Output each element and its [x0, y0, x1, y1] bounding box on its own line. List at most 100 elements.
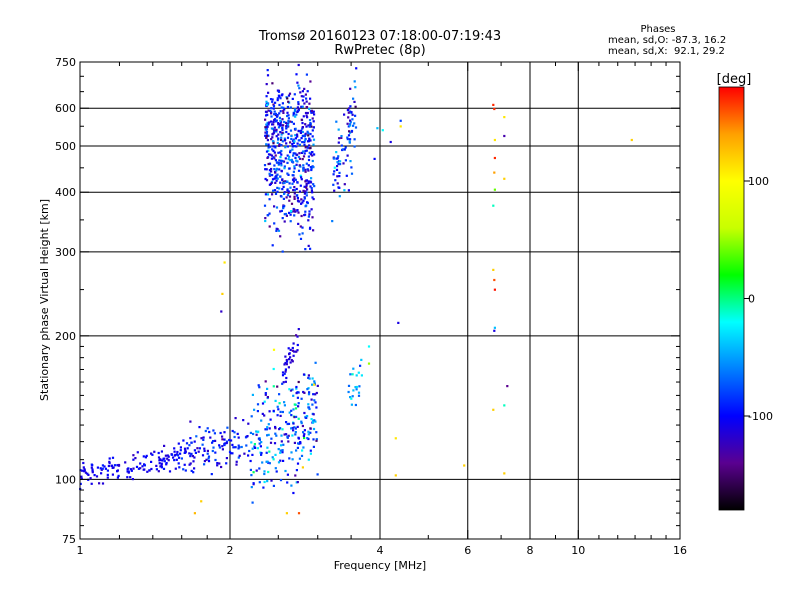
- data-point: [300, 198, 303, 201]
- data-points: [79, 63, 633, 515]
- data-point: [286, 161, 289, 164]
- data-point: [304, 123, 307, 126]
- data-point: [352, 367, 355, 370]
- data-point: [287, 173, 290, 176]
- data-point: [272, 367, 275, 371]
- data-point: [297, 169, 301, 172]
- data-point: [295, 113, 298, 116]
- data-point: [225, 462, 228, 465]
- data-point: [303, 433, 306, 436]
- data-point: [301, 141, 304, 144]
- data-point: [131, 478, 134, 481]
- data-point: [291, 349, 294, 352]
- data-point: [337, 128, 340, 131]
- data-point: [274, 101, 277, 104]
- data-point: [293, 208, 296, 211]
- data-point: [355, 67, 358, 70]
- data-point: [297, 417, 300, 420]
- chart-title-line2: RwPretec (8p): [334, 43, 425, 58]
- data-point: [271, 148, 274, 151]
- data-point: [294, 210, 297, 213]
- data-point: [337, 162, 340, 166]
- data-point: [287, 190, 290, 193]
- data-point: [267, 153, 271, 156]
- data-point: [305, 149, 308, 152]
- data-point: [271, 140, 275, 143]
- data-point: [355, 374, 358, 377]
- data-point: [287, 347, 290, 350]
- data-point: [157, 470, 160, 473]
- data-point: [291, 97, 294, 100]
- data-point: [264, 118, 267, 121]
- axis-ticks: 1 2 4 6 8 10 16 75 100 200 300 400 500 600 750: [55, 56, 687, 557]
- data-point: [190, 469, 193, 472]
- data-point: [272, 348, 276, 351]
- data-point: [266, 74, 270, 77]
- data-point: [295, 194, 298, 197]
- data-point: [292, 170, 295, 173]
- data-point: [293, 186, 296, 189]
- y-tick-label: 750: [55, 56, 76, 69]
- data-point: [302, 199, 305, 202]
- data-point: [282, 443, 285, 446]
- data-point: [82, 461, 85, 465]
- x-tick-label: 10: [571, 544, 585, 557]
- data-point: [308, 213, 311, 216]
- data-point: [296, 349, 299, 352]
- data-point: [303, 185, 306, 188]
- data-point: [276, 114, 279, 117]
- data-point: [343, 113, 346, 116]
- data-point: [315, 391, 318, 395]
- data-point: [157, 456, 161, 459]
- data-point: [284, 146, 287, 149]
- data-point: [266, 460, 269, 463]
- data-point: [276, 190, 279, 193]
- data-point: [301, 127, 304, 130]
- data-point: [183, 451, 186, 454]
- data-point: [223, 438, 226, 441]
- data-point: [312, 229, 315, 232]
- x-tick-label: 6: [464, 544, 471, 557]
- data-point: [213, 432, 216, 435]
- data-point: [312, 166, 315, 169]
- data-point: [305, 179, 308, 182]
- data-point: [282, 459, 285, 462]
- data-point: [158, 462, 161, 465]
- data-point: [282, 197, 285, 200]
- data-point: [155, 468, 158, 471]
- data-point: [367, 345, 371, 348]
- data-point: [272, 156, 275, 159]
- data-point: [183, 447, 187, 450]
- data-point: [348, 140, 351, 143]
- data-point: [223, 443, 226, 447]
- data-point: [281, 102, 284, 105]
- data-point: [285, 125, 288, 128]
- data-point: [228, 438, 231, 442]
- data-point: [295, 73, 298, 76]
- data-point: [373, 157, 376, 160]
- data-point: [503, 404, 506, 407]
- data-point: [292, 491, 295, 495]
- data-point: [276, 99, 279, 102]
- data-point: [280, 164, 283, 167]
- data-point: [314, 361, 317, 364]
- data-point: [357, 391, 361, 394]
- data-point: [116, 476, 119, 479]
- data-point: [298, 442, 301, 445]
- data-point: [304, 138, 307, 141]
- data-point: [126, 476, 129, 479]
- data-point: [93, 474, 96, 477]
- data-point: [132, 467, 135, 470]
- data-point: [493, 138, 496, 142]
- data-point: [261, 412, 264, 415]
- data-point: [311, 216, 314, 219]
- data-point: [157, 451, 160, 455]
- colorbar-ticks: 100 0 -100: [744, 175, 773, 423]
- data-point: [279, 449, 282, 452]
- data-point: [335, 120, 338, 123]
- data-point: [309, 166, 312, 169]
- data-point: [270, 112, 273, 115]
- data-point: [290, 158, 293, 161]
- data-point: [267, 143, 270, 146]
- data-point: [294, 134, 297, 137]
